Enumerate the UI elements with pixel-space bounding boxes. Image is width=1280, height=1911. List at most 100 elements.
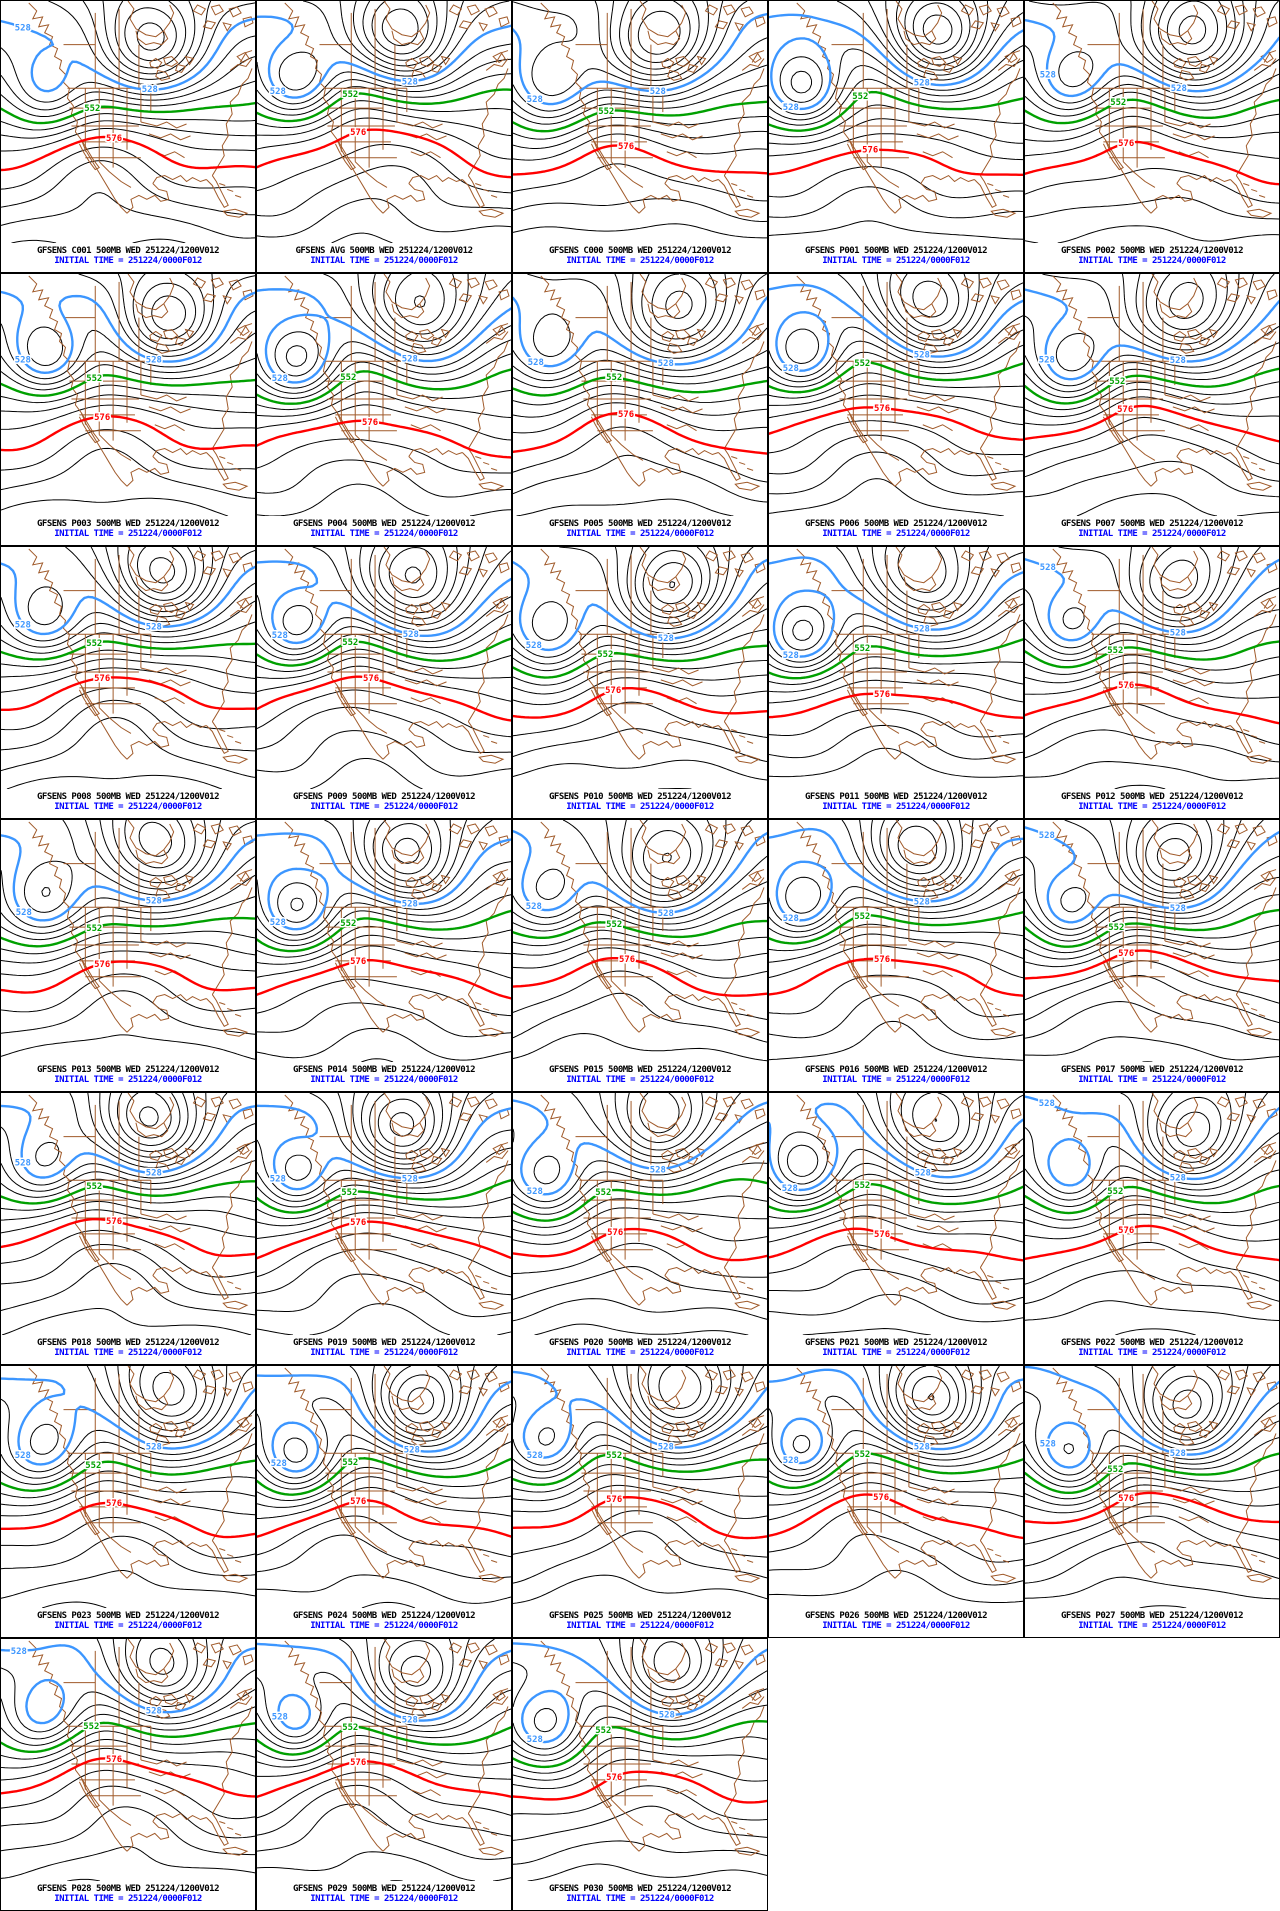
ensemble-panel-avg[interactable]: 528 528 552 576 GFSENS AVG 500MB WED 251224… — [256, 0, 512, 273]
ensemble-panel-p026[interactable]: 528 528 552 576 GFSENS P026 500MB WED 25122… — [768, 1365, 1024, 1638]
svg-text:552: 552 — [83, 1722, 99, 1732]
panel-title: GFSENS P021 500MB WED 251224/1200V012 — [805, 1338, 987, 1348]
panel-caption: GFSENS P012 500MB WED 251224/1200V012 IN… — [1025, 789, 1279, 818]
ensemble-panel-p016[interactable]: 528 528 552 576 GFSENS P016 500MB WED 25122… — [768, 819, 1024, 1092]
ensemble-panel-p019[interactable]: 528 528 552 576 GFSENS P019 500MB WED 25122… — [256, 1092, 512, 1365]
svg-text:528: 528 — [1040, 1439, 1056, 1449]
svg-text:552: 552 — [1109, 377, 1125, 387]
svg-text:552: 552 — [595, 1726, 611, 1736]
svg-text:576: 576 — [1118, 1226, 1134, 1236]
ensemble-panel-p015[interactable]: 528 528 552 576 GFSENS P015 500MB WED 25122… — [512, 819, 768, 1092]
ensemble-panel-p022[interactable]: 528 528 552 576 GFSENS P022 500MB WED 25122… — [1024, 1092, 1280, 1365]
ensemble-panel-p009[interactable]: 528 528 552 576 GFSENS P009 500MB WED 25122… — [256, 546, 512, 819]
ensemble-panel-p004[interactable]: 528 528 552 576 GFSENS P004 500MB WED 25122… — [256, 273, 512, 546]
svg-text:528: 528 — [146, 1706, 162, 1716]
svg-text:528: 528 — [783, 364, 799, 374]
svg-text:552: 552 — [854, 1450, 870, 1460]
ensemble-panel-p028[interactable]: 528 528 552 576 GFSENS P028 500MB WED 25122… — [0, 1638, 256, 1911]
ensemble-panel-p023[interactable]: 528 528 552 576 GFSENS P023 500MB WED 25122… — [0, 1365, 256, 1638]
panel-caption: GFSENS P006 500MB WED 251224/1200V012 IN… — [769, 516, 1023, 545]
ensemble-panel-p029[interactable]: 528 528 552 576 GFSENS P029 500MB WED 25122… — [256, 1638, 512, 1911]
svg-text:552: 552 — [1107, 1187, 1123, 1197]
panel-caption: GFSENS P018 500MB WED 251224/1200V012 IN… — [1, 1335, 255, 1364]
svg-text:552: 552 — [85, 1461, 101, 1471]
ensemble-panel-p003[interactable]: 528 528 552 576 GFSENS P003 500MB WED 25122… — [0, 273, 256, 546]
svg-text:528: 528 — [146, 896, 162, 906]
panel-title: GFSENS P024 500MB WED 251224/1200V012 — [293, 1611, 475, 1621]
svg-text:528: 528 — [270, 87, 286, 97]
svg-text:552: 552 — [342, 1723, 358, 1733]
svg-text:528: 528 — [1039, 831, 1055, 841]
svg-text:576: 576 — [607, 1228, 623, 1238]
svg-text:576: 576 — [874, 1230, 890, 1240]
ensemble-panel-p012[interactable]: 528 528 552 576 GFSENS P012 500MB WED 25122… — [1024, 546, 1280, 819]
ensemble-panel-p025[interactable]: 528 528 552 576 GFSENS P025 500MB WED 25122… — [512, 1365, 768, 1638]
ensemble-panel-c001[interactable]: 528 528 552 576 GFSENS C001 500MB WED 25122… — [0, 0, 256, 273]
panel-initial-time: INITIAL TIME = 251224/0000F012 — [310, 1075, 458, 1085]
svg-text:552: 552 — [854, 359, 870, 369]
svg-text:528: 528 — [1039, 1099, 1055, 1109]
panel-initial-time: INITIAL TIME = 251224/0000F012 — [54, 1075, 202, 1085]
ensemble-panel-p014[interactable]: 528 528 552 576 GFSENS P014 500MB WED 25122… — [256, 819, 512, 1092]
svg-text:576: 576 — [106, 1755, 122, 1765]
panel-initial-time: INITIAL TIME = 251224/0000F012 — [1078, 256, 1226, 266]
panel-title: GFSENS P002 500MB WED 251224/1200V012 — [1061, 246, 1243, 256]
svg-text:528: 528 — [146, 622, 162, 632]
ensemble-panel-p018[interactable]: 528 528 552 576 GFSENS P018 500MB WED 25122… — [0, 1092, 256, 1365]
svg-text:576: 576 — [1118, 1494, 1134, 1504]
svg-text:528: 528 — [402, 899, 418, 909]
map-image: 528 528 552 576 — [1, 1366, 255, 1608]
ensemble-panel-p005[interactable]: 528 528 552 576 GFSENS P005 500MB WED 25122… — [512, 273, 768, 546]
map-image: 528 528 552 576 — [1025, 820, 1279, 1062]
panel-title: GFSENS P012 500MB WED 251224/1200V012 — [1061, 792, 1243, 802]
ensemble-panel-p010[interactable]: 528 528 552 576 GFSENS P010 500MB WED 25122… — [512, 546, 768, 819]
map-image: 528 528 552 576 — [1025, 1093, 1279, 1335]
ensemble-panel-p013[interactable]: 528 528 552 576 GFSENS P013 500MB WED 25122… — [0, 819, 256, 1092]
svg-text:576: 576 — [350, 1218, 366, 1228]
svg-text:528: 528 — [658, 359, 674, 369]
ensemble-panel-p027[interactable]: 528 528 552 576 GFSENS P027 500MB WED 25122… — [1024, 1365, 1280, 1638]
ensemble-panel-p030[interactable]: 528 528 552 576 GFSENS P030 500MB WED 25122… — [512, 1638, 768, 1911]
svg-text:528: 528 — [914, 624, 930, 634]
ensemble-panel-p011[interactable]: 528 528 552 576 GFSENS P011 500MB WED 25122… — [768, 546, 1024, 819]
ensemble-panel-p017[interactable]: 528 528 552 576 GFSENS P017 500MB WED 25122… — [1024, 819, 1280, 1092]
map-image: 528 528 552 576 — [1025, 547, 1279, 789]
svg-text:576: 576 — [862, 146, 878, 156]
ensemble-panel-p020[interactable]: 528 528 552 576 GFSENS P020 500MB WED 25122… — [512, 1092, 768, 1365]
svg-text:552: 552 — [606, 373, 622, 383]
ensemble-panel-p021[interactable]: 528 528 552 576 GFSENS P021 500MB WED 25122… — [768, 1092, 1024, 1365]
panel-caption: GFSENS P014 500MB WED 251224/1200V012 IN… — [257, 1062, 511, 1091]
ensemble-panel-c000[interactable]: 528 528 552 576 GFSENS C000 500MB WED 25122… — [512, 0, 768, 273]
svg-text:552: 552 — [340, 373, 356, 383]
svg-text:528: 528 — [914, 1442, 930, 1452]
panel-caption: GFSENS AVG 500MB WED 251224/1200V012 INI… — [257, 243, 511, 272]
svg-text:528: 528 — [783, 103, 799, 113]
svg-text:528: 528 — [1039, 355, 1055, 365]
ensemble-panel-p007[interactable]: 528 528 552 576 GFSENS P007 500MB WED 25122… — [1024, 273, 1280, 546]
panel-initial-time: INITIAL TIME = 251224/0000F012 — [1078, 529, 1226, 539]
svg-text:528: 528 — [1170, 1173, 1186, 1183]
panel-caption: GFSENS P026 500MB WED 251224/1200V012 IN… — [769, 1608, 1023, 1637]
panel-title: GFSENS P006 500MB WED 251224/1200V012 — [805, 519, 987, 529]
ensemble-panel-p002[interactable]: 528 528 552 576 GFSENS P002 500MB WED 25122… — [1024, 0, 1280, 273]
panel-caption: GFSENS P015 500MB WED 251224/1200V012 IN… — [513, 1062, 767, 1091]
panel-initial-time: INITIAL TIME = 251224/0000F012 — [566, 1075, 714, 1085]
map-image: 528 528 552 576 — [513, 1093, 767, 1335]
ensemble-panel-p006[interactable]: 528 528 552 576 GFSENS P006 500MB WED 25122… — [768, 273, 1024, 546]
svg-text:528: 528 — [1170, 904, 1186, 914]
svg-text:576: 576 — [619, 955, 635, 965]
svg-text:576: 576 — [350, 1497, 366, 1507]
ensemble-panel-p008[interactable]: 528 528 552 576 GFSENS P008 500MB WED 25122… — [0, 546, 256, 819]
svg-text:528: 528 — [783, 914, 799, 924]
panel-title: GFSENS P019 500MB WED 251224/1200V012 — [293, 1338, 475, 1348]
map-image: 528 528 552 576 — [257, 820, 511, 1062]
svg-text:528: 528 — [142, 85, 158, 95]
svg-text:576: 576 — [363, 674, 379, 684]
svg-text:528: 528 — [404, 1445, 420, 1455]
panel-title: GFSENS P018 500MB WED 251224/1200V012 — [37, 1338, 219, 1348]
ensemble-panel-p001[interactable]: 528 528 552 576 GFSENS P001 500MB WED 25122… — [768, 0, 1024, 273]
svg-text:552: 552 — [854, 644, 870, 654]
ensemble-panel-p024[interactable]: 528 528 552 576 GFSENS P024 500MB WED 25122… — [256, 1365, 512, 1638]
panel-initial-time: INITIAL TIME = 251224/0000F012 — [54, 1894, 202, 1904]
map-image: 528 528 552 576 — [257, 1093, 511, 1335]
